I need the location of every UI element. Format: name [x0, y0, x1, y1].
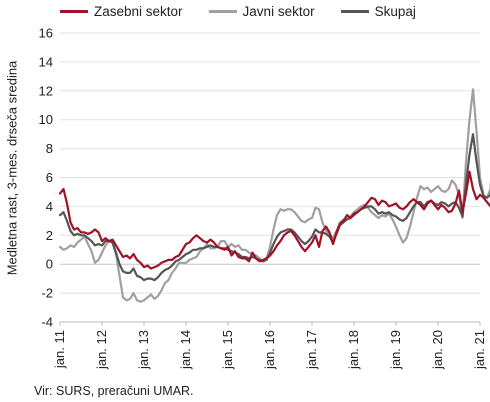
y-tick-label: 14	[39, 54, 53, 69]
series-lines	[58, 88, 490, 303]
y-tick-label: 0	[46, 257, 53, 272]
x-tick-label: jan. 20	[430, 330, 445, 370]
x-tick-label: jan. 12	[94, 330, 109, 370]
legend-label-public: Javni sektor	[242, 4, 315, 19]
y-tick-label: 6	[46, 170, 53, 185]
y-tick-label: 16	[39, 26, 53, 41]
x-tick-label: jan. 14	[178, 330, 193, 370]
x-tick-label: jan. 17	[304, 330, 319, 370]
y-tick-label: 12	[39, 83, 53, 98]
y-axis-label: Medletna rast, 3-mes. drseča sredina	[4, 60, 20, 276]
y-tick-label: 10	[39, 112, 53, 127]
x-tick-label: jan. 21	[472, 330, 487, 370]
y-tick-label: -2	[41, 286, 53, 301]
source-note: Vir: SURS, preračuni UMAR.	[34, 384, 194, 398]
y-tick-label: 2	[46, 228, 53, 243]
x-tick-label: jan. 11	[52, 330, 67, 369]
x-tick-label: jan. 18	[346, 330, 361, 370]
y-tick-label: 4	[46, 199, 53, 214]
legend-label-total: Skupaj	[374, 4, 416, 19]
legend-label-private: Zasebni sektor	[94, 4, 183, 19]
legend-item-public: Javni sektor	[208, 4, 315, 19]
x-tick-label: jan. 19	[388, 330, 403, 370]
legend: Zasebni sektor Javni sektor Skupaj	[60, 4, 416, 19]
legend-item-private: Zasebni sektor	[60, 4, 183, 19]
x-tick-label: jan. 13	[136, 330, 151, 370]
legend-swatch-private	[60, 10, 88, 13]
series-line-public	[58, 88, 490, 303]
x-tick-label: jan. 15	[220, 330, 235, 370]
series-line-private	[58, 170, 490, 270]
x-tick-label: jan. 16	[262, 330, 277, 370]
y-tick-label: -4	[41, 315, 53, 330]
series-line-total	[58, 133, 490, 282]
legend-swatch-public	[208, 10, 237, 13]
gridlines	[60, 32, 480, 323]
y-tick-label: 8	[46, 141, 53, 156]
legend-swatch-total	[340, 10, 369, 13]
axes: -4 -2 0 2 4 6 8 10 12 14 16 jan. 11 jan. 12 jan. 13 ja…	[39, 26, 487, 371]
legend-item-total: Skupaj	[340, 4, 416, 19]
